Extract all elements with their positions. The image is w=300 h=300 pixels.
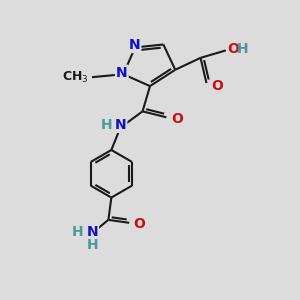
- Text: O: O: [211, 79, 223, 92]
- Text: H: H: [72, 225, 84, 239]
- Text: N: N: [116, 66, 128, 80]
- Text: CH$_3$: CH$_3$: [62, 70, 88, 85]
- Text: N: N: [115, 118, 127, 132]
- Text: N: N: [129, 38, 140, 52]
- Text: O: O: [171, 112, 183, 126]
- Text: O: O: [227, 42, 239, 56]
- Text: O: O: [134, 217, 146, 231]
- Text: H: H: [87, 238, 98, 251]
- Text: H: H: [237, 42, 249, 56]
- Text: H: H: [100, 118, 112, 132]
- Text: N: N: [87, 225, 98, 239]
